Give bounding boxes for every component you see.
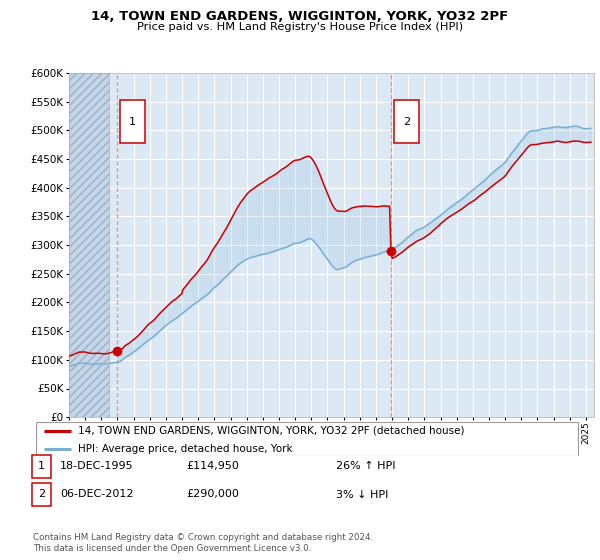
Text: 14, TOWN END GARDENS, WIGGINTON, YORK, YO32 2PF (detached house): 14, TOWN END GARDENS, WIGGINTON, YORK, Y… bbox=[79, 426, 465, 436]
Text: 18-DEC-1995: 18-DEC-1995 bbox=[60, 461, 134, 472]
Text: 2: 2 bbox=[38, 489, 45, 500]
Text: £290,000: £290,000 bbox=[186, 489, 239, 500]
Text: 1: 1 bbox=[38, 461, 45, 472]
Bar bbox=[69, 73, 109, 417]
FancyBboxPatch shape bbox=[120, 100, 145, 143]
Text: Price paid vs. HM Land Registry's House Price Index (HPI): Price paid vs. HM Land Registry's House … bbox=[137, 22, 463, 32]
Text: 26% ↑ HPI: 26% ↑ HPI bbox=[336, 461, 395, 472]
FancyBboxPatch shape bbox=[36, 422, 578, 456]
Text: 1: 1 bbox=[129, 117, 136, 127]
Text: £114,950: £114,950 bbox=[186, 461, 239, 472]
Text: 06-DEC-2012: 06-DEC-2012 bbox=[60, 489, 133, 500]
Text: HPI: Average price, detached house, York: HPI: Average price, detached house, York bbox=[79, 444, 293, 454]
Text: 3% ↓ HPI: 3% ↓ HPI bbox=[336, 489, 388, 500]
Text: 14, TOWN END GARDENS, WIGGINTON, YORK, YO32 2PF: 14, TOWN END GARDENS, WIGGINTON, YORK, Y… bbox=[91, 10, 509, 23]
Text: 2: 2 bbox=[403, 117, 410, 127]
Text: Contains HM Land Registry data © Crown copyright and database right 2024.
This d: Contains HM Land Registry data © Crown c… bbox=[33, 533, 373, 553]
FancyBboxPatch shape bbox=[394, 100, 419, 143]
